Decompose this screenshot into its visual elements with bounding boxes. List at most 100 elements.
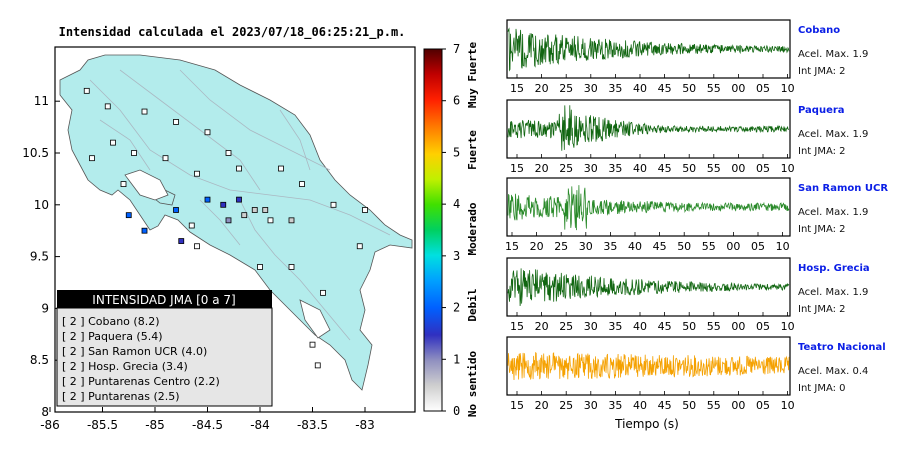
- colorbar-tick-label: 2: [453, 301, 460, 315]
- waveform-tick-label: 50: [682, 82, 696, 95]
- lon-tick-label: -86: [40, 418, 60, 432]
- legend-title-bar: [57, 290, 272, 308]
- colorbar-category-label: Muy Fuerte: [466, 42, 479, 109]
- colorbar-category-label: Moderado: [466, 202, 479, 255]
- waveform-tick-label: 05: [751, 240, 765, 253]
- waveform-tick-label: 15: [510, 162, 524, 175]
- waveform-tick-label: 35: [608, 82, 622, 95]
- longitude-ticks: -86 -85.5 -85 -84.5 -84 -83.5 -83: [40, 407, 375, 432]
- station-marker: [288, 264, 295, 270]
- waveform-panels: 15 20 25 30 35 40 45 50 55 00 05 10 Cobano Acel. Max.…: [505, 19, 888, 412]
- waveform-tick-label: 10: [781, 82, 795, 95]
- station-intensity: Int JMA: 2: [798, 304, 846, 315]
- waveform-tick-label: 00: [731, 320, 745, 333]
- station-marker: [320, 289, 326, 296]
- road-network: [89, 69, 391, 341]
- colorbar-category-label: No sentido: [466, 351, 479, 418]
- station-marker: [110, 139, 116, 146]
- station-marker: [241, 212, 248, 219]
- waveform-tick-label: 15: [510, 399, 524, 412]
- station-marker: [173, 207, 179, 213]
- lon-tick-label: -83: [355, 418, 375, 432]
- colorbar-category-label: Fuerte: [466, 130, 479, 170]
- station-marker: [257, 264, 263, 270]
- lon-tick-label: -85.5: [87, 418, 118, 432]
- waveform-tick-label: 40: [633, 82, 647, 95]
- station-name: Hosp. Grecia: [798, 263, 870, 274]
- station-marker: [314, 362, 321, 369]
- lat-tick-label: 9: [41, 301, 49, 315]
- waveform-trace: [507, 268, 790, 307]
- waveform-tick-label: 00: [731, 82, 745, 95]
- lat-tick-label: 10.5: [22, 146, 49, 160]
- legend-item: [ 2 ] Cobano (8.2): [62, 315, 159, 328]
- colorbar-tick-label: 6: [453, 94, 460, 108]
- station-marker: [194, 243, 200, 250]
- waveform-tick-label: 25: [559, 82, 573, 95]
- colorbar: 0 1 2 3 4 5 6 7 No sentido Debil Moderado Fuerte Mu…: [423, 42, 479, 418]
- golfo-dulce: [299, 299, 331, 339]
- waveform-tick-label: 25: [559, 320, 573, 333]
- station-marker: [178, 238, 185, 244]
- station-marker: [104, 103, 111, 110]
- waveform-tick-label: 30: [584, 320, 598, 333]
- station-marker: [188, 222, 195, 229]
- waveform-tick-label: 20: [535, 320, 549, 333]
- map-frame: [54, 46, 416, 413]
- waveform-tick-label: 30: [579, 240, 593, 253]
- waveform-tick-label: 20: [535, 162, 549, 175]
- station-marker: [194, 170, 200, 177]
- waveform-tick-label: 15: [510, 82, 524, 95]
- waveform-tick-label: 40: [633, 162, 647, 175]
- station-marker: [162, 155, 169, 162]
- waveform-tick-label: 15: [505, 240, 519, 253]
- waveform-panel: 15 20 25 30 35 40 45 50 55 00 05 10 Teatro Nacional A…: [506, 336, 886, 412]
- waveform-tick-label: 55: [707, 162, 721, 175]
- waveform-trace: [507, 27, 790, 72]
- legend-title: INTENSIDAD JMA [0 a 7]: [92, 293, 235, 307]
- station-intensity: Int JMA: 0: [798, 383, 846, 394]
- waveform-tick-label: 50: [682, 399, 696, 412]
- waveform-tick-label: 05: [756, 82, 770, 95]
- station-marker: [236, 196, 242, 203]
- colorbar-labels: No sentido Debil Moderado Fuerte Muy Fuerte: [466, 42, 479, 418]
- waveform-tick-label: 45: [658, 82, 672, 95]
- legend-item: [ 2 ] Hosp. Grecia (3.4): [62, 360, 188, 373]
- lat-tick-label: 10: [34, 198, 49, 212]
- station-name: San Ramon UCR: [798, 183, 888, 194]
- station-marker: [225, 217, 232, 224]
- waveform-tick-label: 30: [584, 399, 598, 412]
- station-marker: [141, 227, 148, 234]
- station-marker: [278, 165, 284, 172]
- waveform-tick-label: 15: [510, 320, 524, 333]
- station-name: Cobano: [798, 25, 840, 36]
- waveform-tick-label: 40: [633, 399, 647, 412]
- waveform-tick-label: 35: [608, 320, 622, 333]
- legend-item: [ 2 ] Puntarenas (2.5): [62, 390, 180, 403]
- waveform-tick-label: 05: [756, 320, 770, 333]
- station-marker: [288, 217, 295, 224]
- legend-item: [ 2 ] Paquera (5.4): [62, 330, 163, 343]
- waveform-tick-label: 25: [559, 162, 573, 175]
- latitude-ticks: 11 10.5 10 9.5 9 8.5 8: [22, 94, 60, 419]
- lon-tick-label: -84.5: [192, 418, 223, 432]
- lon-tick-label: -85: [145, 418, 165, 432]
- waveform-tick-label: 25: [559, 399, 573, 412]
- lat-tick-label: 9.5: [30, 250, 49, 264]
- waveform-trace: [507, 105, 789, 151]
- waveform-panel: 15 20 25 30 35 40 45 50 55 00 05 10 Hosp. Grecia Acel…: [506, 257, 870, 333]
- colorbar-tick-label: 7: [453, 42, 460, 56]
- station-name: Paquera: [798, 105, 845, 116]
- lat-tick-label: 11: [34, 94, 49, 108]
- station-intensity: Int JMA: 2: [798, 146, 846, 157]
- colorbar-tick-label: 5: [453, 145, 460, 159]
- waveform-tick-label: 45: [653, 240, 667, 253]
- station-marker: [204, 129, 211, 136]
- waveform-tick-label: 35: [608, 399, 622, 412]
- station-markers: [83, 87, 368, 369]
- station-marker: [251, 207, 258, 213]
- waveform-tick-label: 10: [781, 399, 795, 412]
- station-marker: [225, 150, 232, 156]
- waveform-tick-label: 20: [535, 82, 549, 95]
- waveform-tick-label: 55: [702, 240, 716, 253]
